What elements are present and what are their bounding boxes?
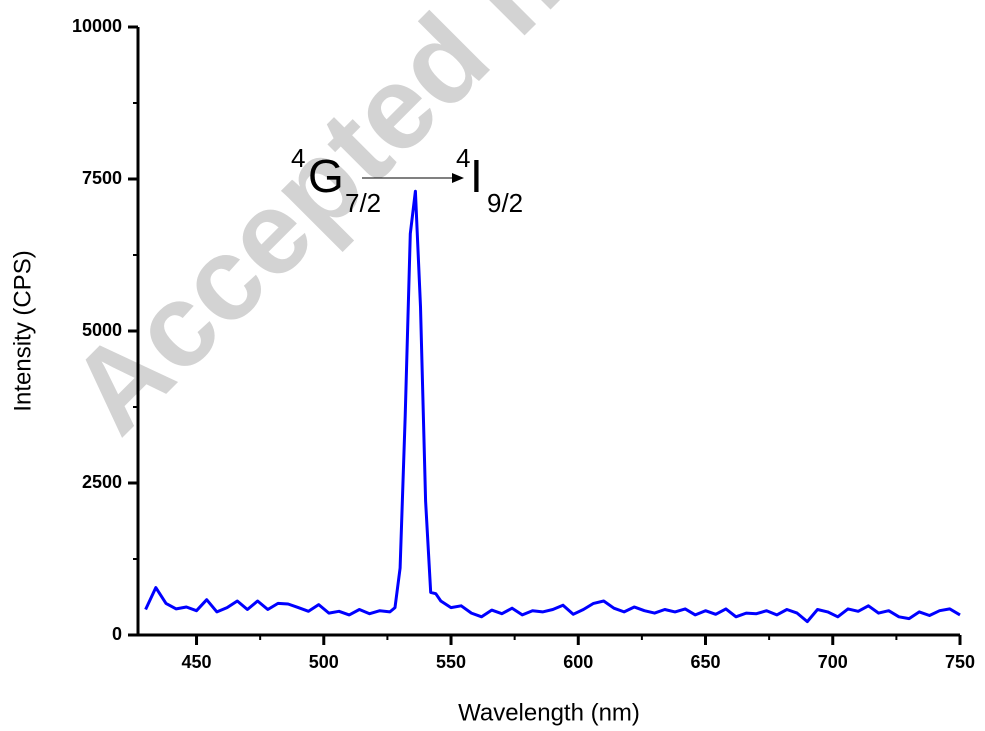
y-tick-label: 2500 bbox=[82, 472, 122, 492]
term-symbol: I bbox=[470, 150, 483, 202]
arrow-head bbox=[452, 173, 464, 183]
x-tick-label: 650 bbox=[690, 652, 720, 672]
y-axis-label: Intensity (CPS) bbox=[9, 250, 36, 411]
term-symbol: G bbox=[308, 150, 344, 202]
y-tick-label: 10000 bbox=[72, 16, 122, 36]
x-tick-label: 700 bbox=[818, 652, 848, 672]
annotation: 4 G 7/2 4 I 9/2 bbox=[291, 143, 523, 218]
x-tick-label: 450 bbox=[182, 652, 212, 672]
x-tick-label: 500 bbox=[309, 652, 339, 672]
watermark: Accepted m bbox=[45, 0, 611, 458]
y-tick-label: 0 bbox=[112, 624, 122, 644]
subscript: 7/2 bbox=[345, 188, 381, 218]
x-tick-label: 600 bbox=[563, 652, 593, 672]
superscript: 4 bbox=[456, 143, 470, 173]
y-tick-label: 7500 bbox=[82, 168, 122, 188]
x-tick-label: 550 bbox=[436, 652, 466, 672]
subscript: 9/2 bbox=[487, 188, 523, 218]
x-axis-label: Wavelength (nm) bbox=[458, 699, 640, 726]
superscript: 4 bbox=[291, 143, 305, 173]
y-tick-label: 5000 bbox=[82, 320, 122, 340]
data-line bbox=[144, 189, 961, 624]
x-tick-label: 750 bbox=[945, 652, 975, 672]
